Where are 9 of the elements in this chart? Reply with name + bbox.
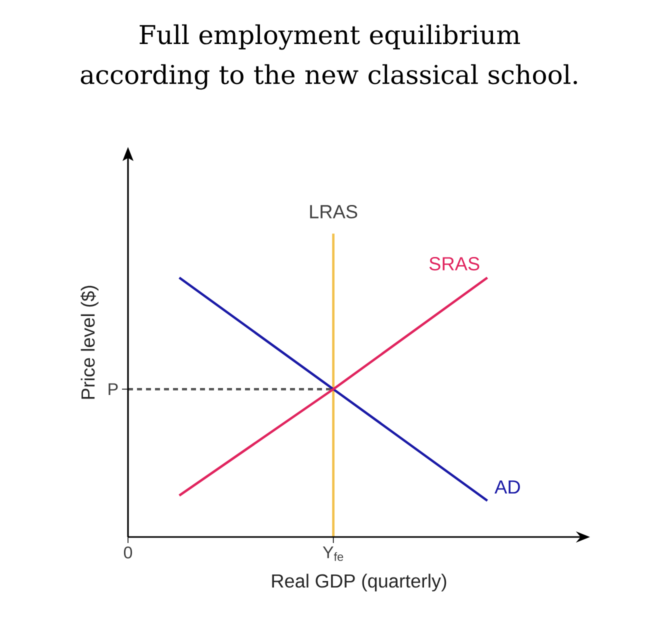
x-tick-label: Y$_{fe}$ xyxy=(322,546,344,561)
series-label: AD xyxy=(494,480,520,494)
y-axis-title: Price level ($) xyxy=(80,286,98,399)
ref-line-label: LRAS xyxy=(310,204,358,218)
annotation: P xyxy=(108,383,118,396)
x-tick-label: 0 xyxy=(124,546,132,559)
chart-title: Full employment equilibrium according to the new classical school. xyxy=(80,24,577,90)
x-axis-title: Real GDP (quarterly) xyxy=(272,574,446,592)
series-label: SRAS xyxy=(429,257,480,270)
